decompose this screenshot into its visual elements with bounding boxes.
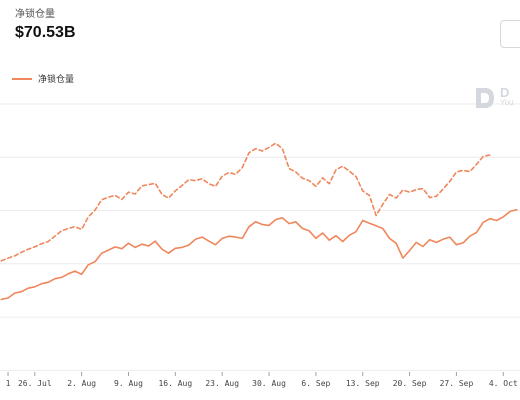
metric-header: 净锁仓量 $70.53B — [15, 8, 76, 44]
legend-swatch — [12, 77, 32, 80]
x-tick-label: 4. Oct — [489, 379, 518, 388]
metric-label: 净锁仓量 — [15, 9, 55, 20]
legend-label: 净锁仓量 — [38, 74, 75, 84]
x-tick-label: 2. Aug — [67, 379, 96, 388]
x-tick-label: 13. Sep — [346, 379, 380, 388]
x-tick-label: 30. Aug — [252, 379, 286, 388]
x-tick-label: 20. Sep — [393, 379, 427, 388]
watermark-subtext: You — [500, 98, 514, 107]
x-tick-label: 1 — [6, 379, 11, 388]
x-tick-label: 27. Sep — [440, 379, 474, 388]
metric-value: $70.53B — [15, 24, 76, 41]
x-tick-label: 6. Sep — [301, 379, 330, 388]
watermark-logo-icon — [476, 88, 494, 108]
x-tick-label: 9. Aug — [114, 379, 143, 388]
series-line-solid — [0, 208, 518, 301]
series-line-dashed — [0, 142, 491, 262]
x-tick-label: 26. Jul — [18, 379, 52, 388]
x-tick-label: 16. Aug — [158, 379, 192, 388]
watermark-name: D — [500, 85, 510, 100]
corner-control-button[interactable] — [500, 20, 520, 48]
chart-legend[interactable]: 净锁仓量 — [12, 72, 74, 85]
x-tick-label: 23. Aug — [205, 379, 239, 388]
watermark: D You — [474, 86, 514, 110]
